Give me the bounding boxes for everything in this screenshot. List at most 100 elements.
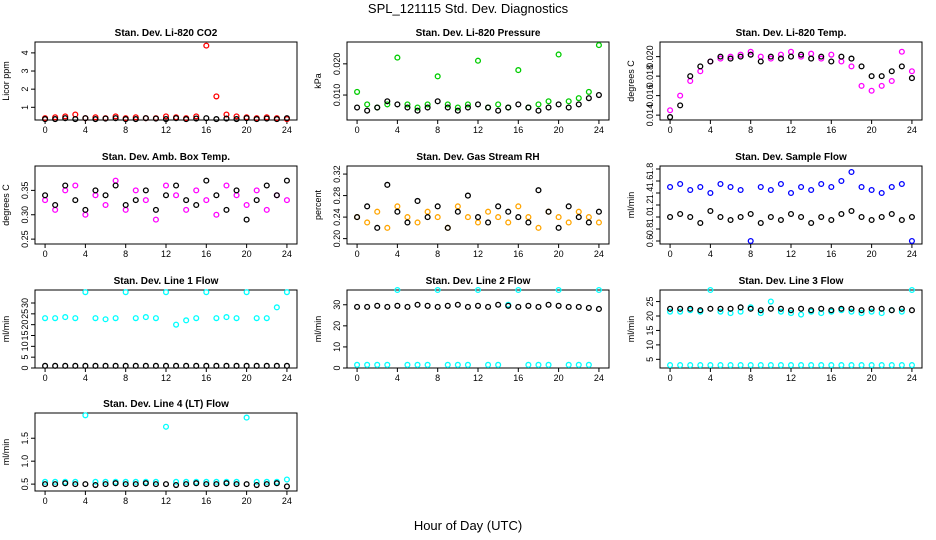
point <box>707 362 714 369</box>
point <box>454 203 461 210</box>
y-tick-label: 0.6 <box>645 235 655 248</box>
point <box>667 213 674 221</box>
point <box>142 362 149 369</box>
point <box>747 51 754 58</box>
point <box>162 362 170 369</box>
point <box>828 307 835 314</box>
point <box>848 308 855 315</box>
x-tick-label: 8 <box>748 249 753 259</box>
point <box>697 362 704 369</box>
point <box>424 101 431 108</box>
point <box>848 362 855 369</box>
x-tick-label: 12 <box>786 125 796 135</box>
point <box>525 214 532 221</box>
panel-title: Stan. Dev. Sample Flow <box>735 152 847 163</box>
point <box>798 305 805 312</box>
point <box>193 315 200 322</box>
point <box>515 203 522 210</box>
point <box>485 219 492 226</box>
point <box>52 362 59 369</box>
plot-frame <box>659 165 923 245</box>
point <box>72 315 79 322</box>
point <box>152 315 159 322</box>
x-tick-label: 8 <box>435 249 440 259</box>
point <box>575 361 582 368</box>
point <box>173 182 180 189</box>
point <box>848 63 855 70</box>
point <box>818 305 825 312</box>
point <box>424 361 431 368</box>
point <box>757 53 764 60</box>
point <box>555 224 562 231</box>
x-tick-label: 24 <box>594 125 604 135</box>
x-tick-label: 16 <box>201 496 211 506</box>
point <box>677 305 684 312</box>
point <box>565 303 572 310</box>
point <box>545 361 552 368</box>
point <box>213 192 220 199</box>
y-axis-label: percent <box>313 189 323 220</box>
point <box>102 115 109 122</box>
point <box>787 189 795 197</box>
point <box>868 73 875 80</box>
point <box>384 101 391 108</box>
point <box>243 201 250 209</box>
point <box>464 214 471 221</box>
point <box>142 115 149 122</box>
point <box>233 187 240 194</box>
point <box>898 308 905 315</box>
point <box>72 481 79 488</box>
point <box>162 113 170 120</box>
plot-frame <box>34 165 298 245</box>
point <box>757 219 764 227</box>
point <box>838 362 845 369</box>
point <box>152 362 159 369</box>
point <box>62 362 69 369</box>
point <box>575 208 582 215</box>
x-tick-label: 8 <box>123 249 128 259</box>
x-tick-label: 0 <box>668 125 673 135</box>
point <box>193 480 200 487</box>
point <box>42 481 49 488</box>
point <box>555 302 562 309</box>
point <box>183 362 190 369</box>
x-tick-label: 16 <box>513 373 523 383</box>
point <box>595 91 602 99</box>
point <box>354 88 361 95</box>
point <box>767 186 774 194</box>
point <box>595 286 602 294</box>
x-tick-label: 8 <box>435 373 440 383</box>
point <box>374 361 381 368</box>
point <box>545 98 552 105</box>
point <box>142 480 149 487</box>
point <box>112 177 119 184</box>
point <box>213 315 220 322</box>
point <box>82 412 89 419</box>
y-tick-label: 15 <box>20 330 30 340</box>
point <box>233 478 240 485</box>
point <box>565 98 572 105</box>
point <box>374 224 381 231</box>
y-tick-label: 0.28 <box>332 187 342 205</box>
point <box>233 116 240 123</box>
point <box>777 55 784 62</box>
point <box>162 116 170 123</box>
point <box>474 302 482 309</box>
point <box>273 116 280 123</box>
point <box>717 180 724 188</box>
point <box>858 310 865 317</box>
x-tick-label: 0 <box>43 249 48 259</box>
x-tick-label: 24 <box>594 249 604 259</box>
point <box>152 481 159 488</box>
point <box>263 362 270 369</box>
panel-title: Stan. Dev. Li-820 Pressure <box>416 28 541 39</box>
x-tick-label: 20 <box>554 125 564 135</box>
point <box>707 305 714 312</box>
point <box>687 73 694 80</box>
point <box>707 286 714 294</box>
y-tick-label: 0.25 <box>20 230 30 248</box>
point <box>364 303 371 310</box>
point <box>404 361 411 368</box>
point <box>223 111 230 118</box>
x-tick-label: 4 <box>708 125 713 135</box>
